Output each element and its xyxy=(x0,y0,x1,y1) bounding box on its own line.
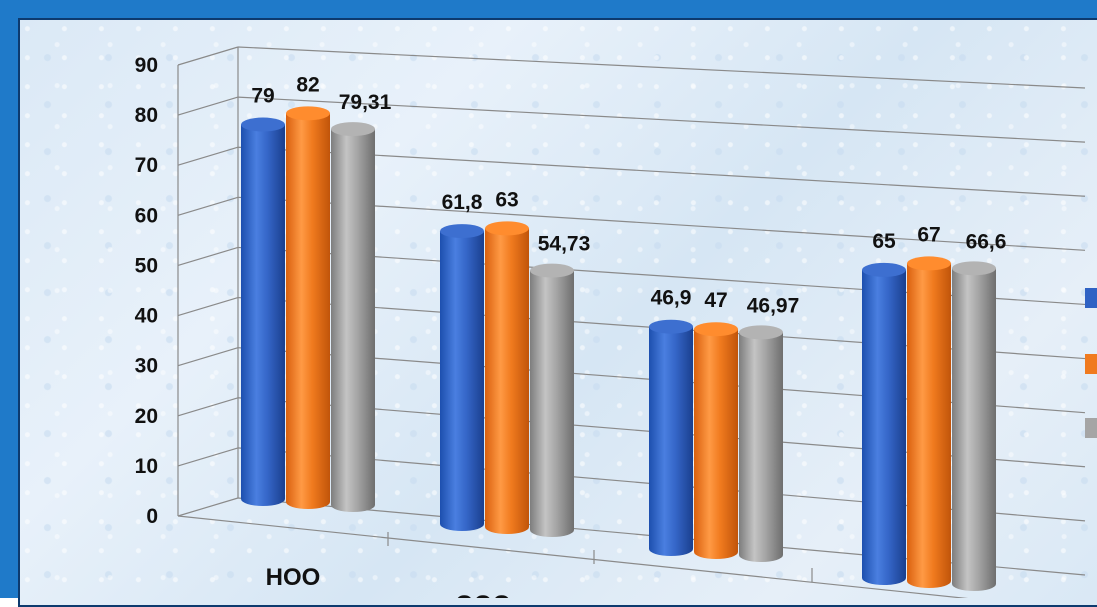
y-tick-label: 20 xyxy=(135,405,158,428)
y-tick-label: 60 xyxy=(135,204,158,227)
bar xyxy=(440,224,484,531)
bar-body xyxy=(286,113,330,509)
bar xyxy=(649,319,693,556)
legend-swatch xyxy=(1085,354,1097,374)
bar xyxy=(694,322,738,559)
bar-top xyxy=(862,262,906,277)
gridline-side xyxy=(177,347,239,367)
legend-swatch xyxy=(1085,288,1097,308)
floor-front-line xyxy=(177,515,969,598)
bar xyxy=(331,122,375,512)
bar-body xyxy=(485,228,529,534)
bar-top xyxy=(739,325,783,340)
data-label: 46,97 xyxy=(747,294,800,317)
data-label: 54,73 xyxy=(538,233,591,256)
bar-top xyxy=(241,117,285,132)
data-label: 46,9 xyxy=(651,287,692,310)
data-label: 67 xyxy=(917,223,940,246)
bar xyxy=(739,325,783,562)
bar-top xyxy=(331,122,375,137)
category-label: НОО xyxy=(266,564,321,591)
legend xyxy=(1085,288,1097,438)
bar-body xyxy=(952,268,996,591)
bar-top xyxy=(694,322,738,337)
data-label: 66,6 xyxy=(966,230,1007,253)
gridline xyxy=(237,146,1086,197)
data-label: 63 xyxy=(495,188,518,211)
bar xyxy=(485,221,529,534)
data-label: 47 xyxy=(704,289,727,312)
bar-body xyxy=(530,270,574,537)
bar-body xyxy=(440,231,484,531)
bar-top xyxy=(952,261,996,276)
bar-body xyxy=(331,129,375,512)
data-label: 82 xyxy=(296,73,319,96)
bar xyxy=(241,117,285,506)
bar-top xyxy=(485,221,529,236)
bar xyxy=(286,106,330,509)
y-tick-label: 70 xyxy=(135,154,158,177)
gridline xyxy=(237,196,1086,251)
bar-top xyxy=(649,319,693,334)
gridline-side xyxy=(177,447,239,467)
y-tick-label: 0 xyxy=(146,505,158,528)
bars xyxy=(241,106,996,591)
gridline-side xyxy=(177,96,239,116)
bar-top xyxy=(907,256,951,271)
gridline-side xyxy=(177,296,239,317)
gridline-side xyxy=(177,246,239,267)
data-label: 65 xyxy=(872,230,896,253)
gridline-side xyxy=(177,196,239,216)
data-label: 79 xyxy=(251,85,274,108)
gridline-side xyxy=(177,46,239,66)
y-tick-label: 80 xyxy=(135,104,158,127)
y-tick-label: 40 xyxy=(135,305,158,328)
category-label: ООО xyxy=(455,591,511,598)
data-label: 79,31 xyxy=(339,91,392,114)
data-labels: 79 61,8 46,9 65 82 63 47 67 79,31 54,73 46,97 66,6 xyxy=(251,73,1006,317)
bar-body xyxy=(694,329,738,559)
category-labels: НОО ООО xyxy=(266,564,511,598)
legend-swatch xyxy=(1085,418,1097,438)
gridline xyxy=(237,96,1086,143)
bar xyxy=(862,262,906,585)
y-tick-label: 50 xyxy=(135,254,158,277)
bar-body xyxy=(649,326,693,556)
bar-body xyxy=(739,332,783,562)
y-tick-label: 30 xyxy=(135,355,158,378)
bar-top xyxy=(286,106,330,121)
bar xyxy=(530,263,574,537)
gridline-side xyxy=(177,146,239,166)
bar-body xyxy=(241,124,285,506)
bar-body xyxy=(862,269,906,585)
y-axis: 0 10 20 30 40 50 60 70 80 90 xyxy=(135,47,969,598)
bar xyxy=(952,261,996,591)
y-tick-label: 90 xyxy=(135,54,158,77)
bar-top xyxy=(440,224,484,239)
bar-top xyxy=(530,263,574,278)
y-tick-label: 10 xyxy=(135,455,158,478)
data-label: 61,8 xyxy=(442,191,483,214)
bar xyxy=(907,256,951,588)
gridline-side xyxy=(177,497,239,517)
gridline-side xyxy=(177,397,239,417)
bar-body xyxy=(907,263,951,588)
gridline xyxy=(237,46,1086,89)
